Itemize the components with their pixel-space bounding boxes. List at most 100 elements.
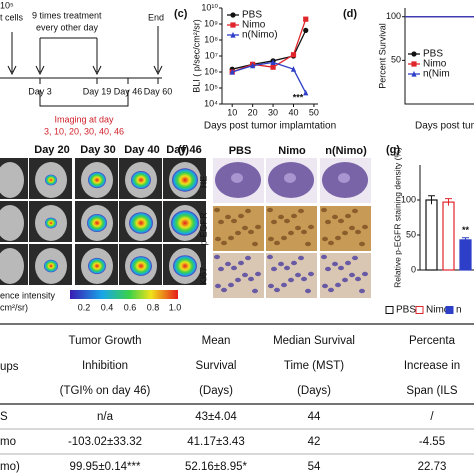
nucleus bbox=[268, 236, 274, 242]
axes bbox=[404, 8, 474, 105]
nucleus bbox=[328, 287, 334, 293]
nucleus bbox=[345, 213, 351, 219]
nucleus bbox=[271, 266, 277, 272]
nucleus bbox=[225, 261, 231, 267]
x-axis-label: Days post tumor implamtation bbox=[204, 121, 336, 132]
nucleus bbox=[274, 287, 280, 293]
bar bbox=[442, 201, 455, 271]
y-tick-label: 10¹⁰ bbox=[201, 2, 218, 12]
day-label: Day 3 bbox=[28, 86, 52, 96]
nucleus bbox=[349, 225, 355, 231]
marker bbox=[290, 66, 297, 72]
nucleus bbox=[305, 241, 311, 247]
nucleus bbox=[255, 271, 261, 277]
table-header: (Days) bbox=[297, 385, 331, 397]
nucleus bbox=[218, 266, 224, 272]
colorbar bbox=[70, 290, 178, 299]
table-cell: 43±4.04 bbox=[195, 411, 237, 423]
nucleus bbox=[267, 254, 273, 260]
signal bbox=[171, 210, 199, 236]
x-tick-label: 30 bbox=[268, 107, 278, 117]
y-tick-label: 10⁹ bbox=[204, 18, 218, 28]
end-text: End bbox=[148, 12, 164, 22]
column-header: Nimo bbox=[278, 145, 306, 157]
annotation: *** bbox=[293, 92, 304, 102]
nucleus bbox=[284, 265, 290, 271]
y-tick-label: 10⁵ bbox=[204, 82, 218, 92]
x-tick-label: 20 bbox=[248, 107, 258, 117]
nucleus bbox=[218, 219, 224, 225]
table-cell: 54 bbox=[308, 461, 321, 473]
day-header: Day 46 bbox=[166, 144, 201, 156]
nucleus bbox=[231, 218, 237, 224]
legend-marker bbox=[230, 31, 236, 38]
mouse-body bbox=[0, 162, 24, 198]
legend-label: Nimo bbox=[423, 59, 447, 70]
table-cell: -4.55 bbox=[419, 436, 445, 448]
nucleus bbox=[268, 283, 274, 289]
nucleus bbox=[242, 225, 248, 231]
y-tick-label: 100 bbox=[401, 194, 416, 204]
nucleus bbox=[228, 282, 234, 288]
bar bbox=[425, 199, 438, 271]
nucleus bbox=[245, 208, 251, 214]
nucleus bbox=[281, 282, 287, 288]
legend-swatch bbox=[415, 306, 424, 314]
x-axis-label: Days post tum bbox=[415, 121, 474, 132]
day-label: Day 60 bbox=[144, 86, 173, 96]
nucleus bbox=[342, 230, 348, 236]
nucleus bbox=[355, 276, 361, 282]
nucleus bbox=[362, 224, 368, 230]
table-header: ups bbox=[0, 361, 19, 373]
nucleus bbox=[215, 283, 221, 289]
error-bar bbox=[445, 198, 452, 206]
table-header: (TGI% on day 46) bbox=[60, 385, 151, 397]
legend-label: n(Nimo) bbox=[242, 30, 278, 41]
day-label: Day 46 bbox=[114, 86, 143, 96]
nucleus bbox=[288, 277, 294, 283]
nucleus bbox=[267, 207, 273, 213]
ticks bbox=[39, 78, 159, 107]
nucleus bbox=[301, 276, 307, 282]
table-header: Inhibition bbox=[82, 360, 128, 372]
nucleus bbox=[288, 230, 294, 236]
nucleus bbox=[221, 287, 227, 293]
marker bbox=[270, 59, 276, 65]
treatment-text: 9 times treatment bbox=[32, 10, 102, 20]
nucleus bbox=[242, 272, 248, 278]
nucleus bbox=[308, 271, 314, 277]
histology-panel: PBS Nimo n(Nimo) HE p-EGFR Ki67 bbox=[198, 145, 371, 298]
nucleus bbox=[301, 229, 307, 235]
legend-label: Nimo bbox=[242, 20, 266, 31]
table-header: Time (MST) bbox=[284, 360, 344, 372]
colorbar-tick: 0.8 bbox=[147, 302, 160, 312]
panel-label: (d) bbox=[343, 8, 357, 20]
nucleus bbox=[325, 266, 331, 272]
table-cell: -103.02±33.32 bbox=[68, 436, 142, 448]
table-cell: 42 bbox=[308, 436, 321, 448]
nucleus bbox=[328, 240, 334, 246]
table-header: Span (ILS bbox=[406, 385, 457, 397]
nucleus bbox=[359, 241, 365, 247]
nucleus bbox=[308, 224, 314, 230]
column-header: n(Nimo) bbox=[325, 145, 367, 157]
day-label: Day 19 bbox=[83, 86, 112, 96]
legend-marker bbox=[411, 61, 417, 67]
signal bbox=[44, 259, 58, 273]
column-header: PBS bbox=[229, 145, 252, 157]
table-cell: 22.73 bbox=[418, 461, 447, 473]
y-tick-label: 10⁴ bbox=[204, 98, 218, 108]
table-header: Mean bbox=[202, 335, 231, 347]
x-tick-label: 40 bbox=[288, 107, 298, 117]
y-tick-label: 0 bbox=[411, 264, 416, 274]
nucleus bbox=[248, 276, 254, 282]
nucleus bbox=[305, 288, 311, 294]
nucleus bbox=[252, 288, 258, 294]
table-header: Tumor Growth bbox=[68, 335, 141, 347]
nucleus bbox=[295, 272, 301, 278]
colorbar-tick: 0.2 bbox=[78, 302, 91, 312]
nucleus bbox=[321, 207, 327, 213]
mouse-body bbox=[0, 205, 24, 241]
nucleus bbox=[335, 235, 341, 241]
signal bbox=[173, 255, 197, 277]
